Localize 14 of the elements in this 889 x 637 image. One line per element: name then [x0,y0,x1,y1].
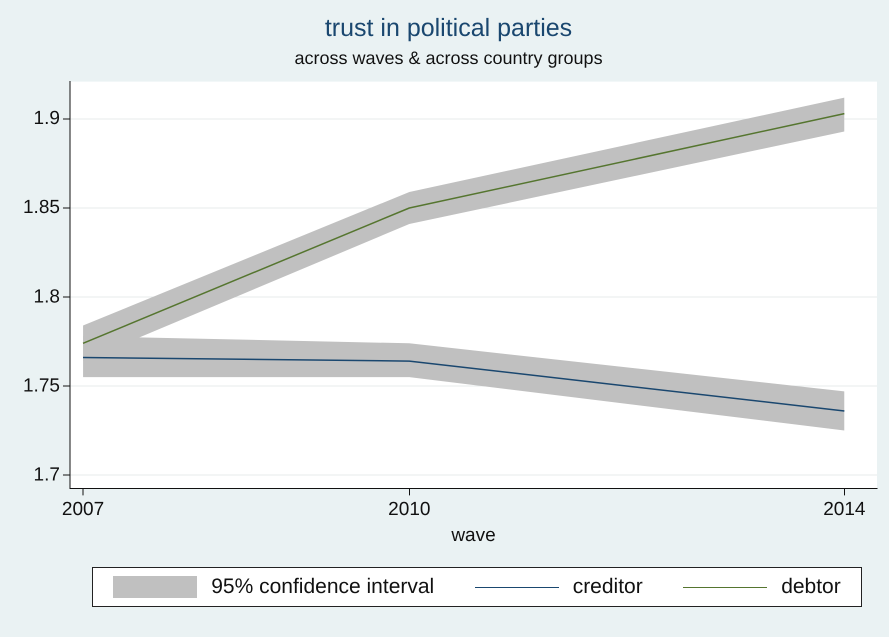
chart-subtitle: across waves & across country groups [294,48,603,68]
x-tick-label: 2010 [388,499,430,520]
legend-label: debtor [781,575,841,599]
text: 95% confidence interval [211,575,434,599]
chart-title: trust in political parties [324,14,572,42]
y-tick-label: 1.9 [34,108,60,130]
x-tick-label: 2014 [823,499,866,520]
y-tick-label: 1.7 [34,464,60,486]
y-tick-label: 1.85 [22,197,60,218]
x-axis-title: wave [450,524,496,546]
x-tick-label: 2007 [62,499,104,520]
legend-label: creditor [572,575,643,599]
y-tick-label: 1.75 [22,375,60,396]
y-tick-label: 1.8 [34,286,60,308]
